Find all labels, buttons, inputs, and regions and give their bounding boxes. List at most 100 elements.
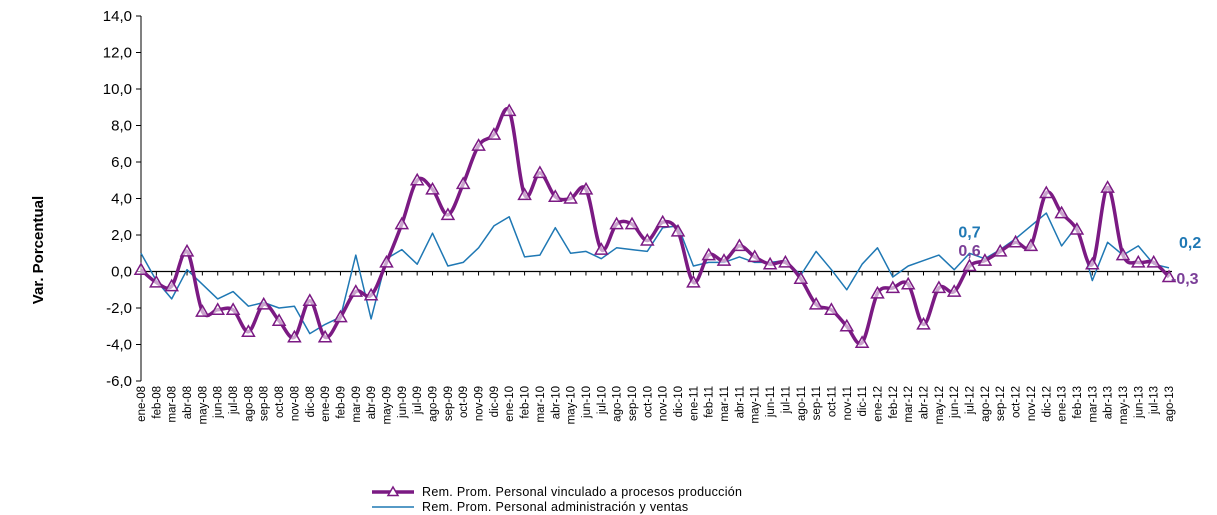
data-point-marker <box>501 103 517 117</box>
data-point-marker <box>655 214 670 228</box>
data-point-marker <box>210 302 225 316</box>
data-point-marker <box>195 304 210 317</box>
data-point-marker <box>256 296 271 310</box>
data-label: 0,7 <box>958 224 980 241</box>
x-tick-label: may-09 <box>381 386 393 424</box>
x-tick-label: nov-10 <box>658 386 670 421</box>
x-tick-label: jul-13 <box>1149 386 1161 415</box>
x-tick-label: feb-10 <box>520 386 532 419</box>
data-point-marker <box>379 254 394 268</box>
data-point-marker <box>455 176 471 190</box>
x-tick-label: feb-11 <box>704 386 716 418</box>
x-tick-label: ago-08 <box>243 386 255 422</box>
data-point-marker <box>1100 180 1115 193</box>
x-tick-label: jul-10 <box>596 386 608 415</box>
data-point-marker <box>824 302 839 316</box>
x-tick-label: jul-08 <box>228 386 240 415</box>
data-label: -0,3 <box>1171 271 1199 288</box>
x-tick-label: jun-13 <box>1133 386 1145 419</box>
x-tick-label: jun-08 <box>213 386 225 419</box>
x-tick-label: may-13 <box>1118 386 1130 424</box>
x-tick-label: mar-11 <box>719 386 731 422</box>
x-tick-label: sep-10 <box>627 386 639 421</box>
x-tick-label: sep-08 <box>259 386 271 421</box>
legend-label-production: Rem. Prom. Personal vinculado a procesos… <box>422 485 742 499</box>
data-point-marker <box>409 172 425 186</box>
x-tick-label: oct-10 <box>642 386 654 418</box>
x-tick-label: mar-10 <box>535 386 547 422</box>
data-point-marker <box>609 216 624 230</box>
legend-marker-triangle <box>386 485 400 497</box>
x-tick-label: jul-09 <box>412 386 424 415</box>
x-tick-label: oct-11 <box>826 386 838 417</box>
legend-item-production: Rem. Prom. Personal vinculado a procesos… <box>372 485 742 499</box>
x-tick-label: abr-10 <box>550 386 562 419</box>
x-tick-label: jun-10 <box>581 386 593 419</box>
data-point-marker <box>701 247 716 261</box>
data-point-marker <box>471 138 486 151</box>
legend-item-administration: Rem. Prom. Personal administración y ven… <box>372 500 688 514</box>
data-point-marker <box>1115 247 1131 261</box>
x-tick-label: abr-13 <box>1103 386 1115 419</box>
data-point-marker <box>686 274 701 288</box>
x-tick-label: sep-12 <box>995 386 1007 421</box>
data-point-marker <box>317 329 333 343</box>
y-tick-label: 14,0 <box>103 8 132 25</box>
data-point-marker <box>1085 256 1100 270</box>
x-tick-label: ago-09 <box>428 386 440 422</box>
data-point-marker <box>931 280 947 294</box>
data-point-marker <box>517 187 532 201</box>
x-tick-label: jun-12 <box>949 386 961 419</box>
data-point-marker <box>640 232 655 246</box>
data-point-marker <box>394 216 410 230</box>
x-tick-label: jun-09 <box>397 386 409 419</box>
x-tick-label: oct-08 <box>274 386 286 418</box>
y-tick-label: 12,0 <box>103 45 132 62</box>
y-tick-label: 6,0 <box>111 154 132 171</box>
y-axis-label: Var. Porcentual <box>30 196 47 304</box>
data-point-marker <box>716 253 732 266</box>
data-labels: 0,7 0,6 0,2 -0,3 <box>958 224 1201 288</box>
x-tick-label: ene-13 <box>1057 386 1069 422</box>
data-label: 0,2 <box>1179 235 1201 252</box>
data-point-marker <box>1161 269 1177 283</box>
x-tick-label: ene-11 <box>688 386 700 421</box>
y-tick-label: -4,0 <box>106 337 132 354</box>
x-tick-label: ene-10 <box>504 386 516 422</box>
data-point-marker <box>885 280 901 294</box>
x-tick-label: abr-11 <box>734 386 746 418</box>
data-point-marker <box>992 243 1008 257</box>
data-point-marker <box>670 223 686 237</box>
data-point-marker <box>808 296 824 310</box>
data-point-marker <box>762 256 778 270</box>
x-tick-label: may-10 <box>566 386 578 424</box>
y-tick-label: 2,0 <box>111 227 132 244</box>
x-tick-label: dic-11 <box>857 386 869 416</box>
x-tick-label: jun-11 <box>765 386 777 418</box>
x-tick-label: jul-11 <box>780 386 792 414</box>
x-tick-label: may-11 <box>750 386 762 424</box>
x-tick-label: abr-12 <box>919 386 931 419</box>
x-tick-label: abr-08 <box>182 386 194 419</box>
x-tick-label: ene-12 <box>872 386 884 422</box>
y-tick-label: 10,0 <box>103 81 132 98</box>
data-point-marker <box>241 324 256 337</box>
data-point-marker <box>486 127 502 140</box>
x-tick-label: mar-13 <box>1087 386 1099 422</box>
x-tick-label: nov-12 <box>1026 386 1038 421</box>
y-tick-label: 8,0 <box>111 118 132 135</box>
data-point-marker <box>1039 185 1054 199</box>
data-point-marker <box>793 271 809 285</box>
x-tick-label: dic-08 <box>305 386 317 417</box>
x-tick-label: abr-09 <box>366 386 378 419</box>
legend: Rem. Prom. Personal vinculado a procesos… <box>372 485 742 514</box>
data-point-marker <box>1069 221 1085 235</box>
x-tick-label: dic-09 <box>489 386 501 417</box>
x-tick-label: jul-12 <box>965 386 977 415</box>
data-point-marker <box>333 309 348 323</box>
y-tick-label: 4,0 <box>111 191 132 208</box>
data-point-marker <box>578 181 594 195</box>
x-tick-label: sep-09 <box>443 386 455 421</box>
y-tick-label: -2,0 <box>106 300 132 317</box>
